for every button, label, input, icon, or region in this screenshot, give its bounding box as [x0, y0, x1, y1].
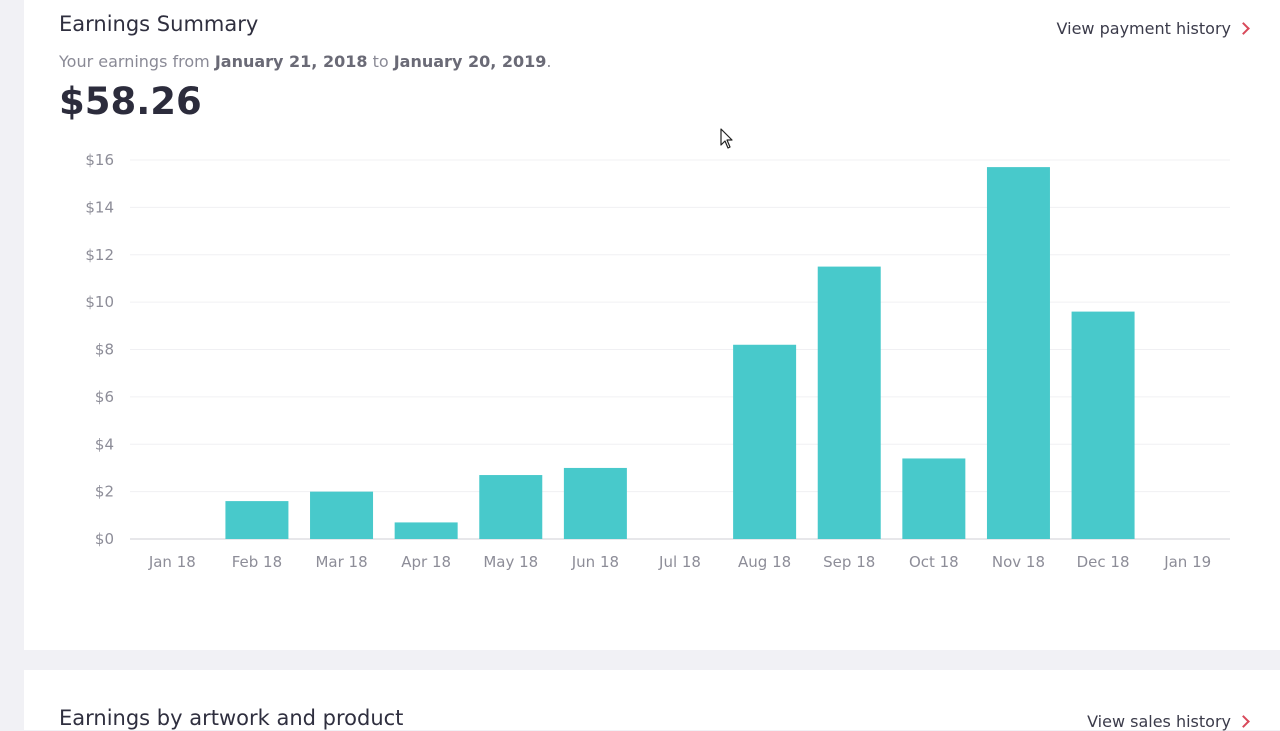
x-tick-label: Oct 18: [909, 553, 959, 571]
x-tick-label: Jul 18: [658, 553, 701, 571]
subtitle-mid: to: [367, 52, 394, 71]
x-tick-label: Sep 18: [823, 553, 875, 571]
y-tick-label: $12: [85, 246, 114, 264]
earnings-summary-title: Earnings Summary: [59, 12, 259, 36]
x-tick-label: Jan 19: [1163, 553, 1211, 571]
y-tick-label: $6: [95, 388, 114, 406]
x-tick-label: May 18: [483, 553, 538, 571]
end-date: January 20, 2019: [393, 52, 547, 71]
subtitle-prefix: Your earnings from: [59, 52, 215, 71]
view-sales-history-link[interactable]: View sales history: [1087, 712, 1250, 731]
earnings-date-range: Your earnings from January 21, 2018 to J…: [59, 52, 551, 71]
bar-may-18: [479, 475, 543, 539]
bar-aug-18: [733, 344, 797, 539]
x-tick-label: Mar 18: [315, 553, 367, 571]
y-tick-label: $8: [95, 341, 114, 359]
earnings-total: $58.26: [59, 80, 202, 123]
earnings-by-artwork-title: Earnings by artwork and product: [59, 706, 404, 730]
view-payment-history-label: View payment history: [1056, 19, 1231, 38]
start-date: January 21, 2018: [214, 52, 368, 71]
bar-mar-18: [310, 491, 374, 539]
bar-feb-18: [225, 501, 289, 539]
y-tick-label: $4: [95, 435, 114, 453]
bar-jun-18: [563, 467, 627, 539]
earnings-summary-card: Earnings Summary View payment history Yo…: [24, 0, 1280, 650]
chevron-right-icon: [1237, 22, 1250, 35]
x-tick-label: Apr 18: [401, 553, 451, 571]
earnings-bar-chart: $0 $2 $4 $6 $8 $10 $12 $14 $16 Jan 18 Feb 18 Mar 18…: [85, 151, 1230, 571]
x-tick-label: Aug 18: [738, 553, 791, 571]
y-tick-label: $10: [85, 293, 114, 311]
view-payment-history-link[interactable]: View payment history: [1056, 19, 1250, 38]
x-tick-label: Feb 18: [232, 553, 282, 571]
bar-apr-18: [394, 522, 458, 539]
y-tick-label: $2: [95, 483, 114, 501]
y-tick-label: $14: [85, 198, 114, 216]
subtitle-suffix: .: [546, 52, 552, 71]
bar-nov-18: [986, 167, 1050, 539]
earnings-by-artwork-card: Earnings by artwork and product View sal…: [24, 670, 1280, 731]
chevron-right-icon: [1237, 715, 1250, 728]
x-tick-label: Jan 18: [148, 553, 196, 571]
y-tick-label: $16: [85, 151, 114, 169]
bar-dec-18: [1071, 311, 1135, 539]
y-tick-label: $0: [95, 530, 114, 548]
view-sales-history-label: View sales history: [1087, 712, 1231, 731]
bar-sep-18: [817, 266, 881, 539]
mouse-cursor-icon: [720, 128, 733, 149]
x-tick-label: Jun 18: [571, 553, 619, 571]
bar-oct-18: [902, 458, 966, 539]
x-tick-label: Dec 18: [1077, 553, 1130, 571]
x-tick-label: Nov 18: [992, 553, 1045, 571]
